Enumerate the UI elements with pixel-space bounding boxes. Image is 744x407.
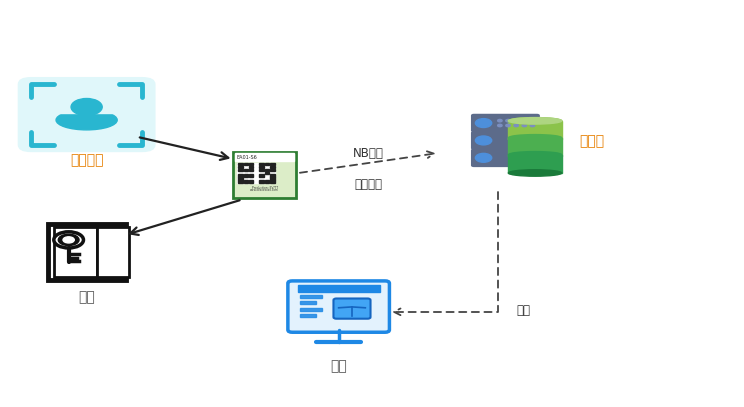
Bar [270, 175, 275, 177]
Bar [243, 163, 248, 165]
Bar [265, 168, 269, 171]
Circle shape [498, 119, 502, 122]
Circle shape [475, 136, 492, 145]
FancyBboxPatch shape [471, 114, 540, 132]
Bar [300, 314, 316, 317]
Bar [248, 175, 254, 177]
FancyBboxPatch shape [288, 281, 389, 332]
Bar [248, 168, 254, 171]
Bar [248, 163, 254, 165]
Bar [48, 94, 124, 113]
Bar [508, 155, 562, 173]
Circle shape [514, 124, 519, 127]
Bar [260, 168, 264, 171]
Text: NB网络: NB网络 [353, 147, 383, 160]
Bar [298, 285, 379, 292]
Bar [260, 180, 264, 183]
FancyBboxPatch shape [233, 152, 296, 199]
Bar [237, 163, 275, 183]
Circle shape [71, 98, 102, 116]
Bar [260, 163, 264, 165]
Circle shape [506, 124, 510, 127]
Text: 门禁: 门禁 [78, 291, 95, 304]
Bar [238, 168, 243, 171]
Ellipse shape [508, 136, 562, 142]
Bar [248, 180, 254, 183]
Bar [265, 180, 269, 183]
Bar [238, 166, 243, 168]
Text: 服务器: 服务器 [580, 134, 605, 148]
Bar [238, 177, 243, 180]
Bar [54, 227, 97, 277]
Text: www.xxxxxxxxx.com: www.xxxxxxxxx.com [250, 188, 279, 193]
Circle shape [475, 153, 492, 162]
Circle shape [63, 237, 74, 243]
Text: 数据备份: 数据备份 [354, 178, 382, 191]
Circle shape [506, 119, 510, 122]
Bar [508, 138, 562, 156]
Bar [243, 180, 248, 183]
Bar [270, 177, 275, 180]
Text: Production: EV/TT: Production: EV/TT [251, 186, 278, 190]
Bar [508, 121, 562, 139]
FancyBboxPatch shape [333, 298, 371, 319]
Bar [270, 180, 275, 183]
Bar [300, 295, 322, 298]
Bar [300, 301, 316, 304]
Bar [260, 166, 264, 168]
Text: 网络: 网络 [516, 304, 530, 317]
FancyBboxPatch shape [471, 131, 540, 150]
Bar [238, 175, 243, 177]
Circle shape [71, 98, 102, 116]
Bar [260, 175, 264, 177]
Circle shape [530, 124, 535, 127]
FancyBboxPatch shape [18, 77, 155, 152]
Bar [243, 175, 248, 177]
Bar [235, 153, 294, 161]
Bar [48, 224, 126, 280]
Circle shape [58, 234, 79, 245]
Bar [270, 168, 275, 171]
Circle shape [54, 232, 83, 248]
Bar [238, 180, 243, 183]
Bar [97, 227, 129, 277]
Ellipse shape [508, 153, 562, 159]
Circle shape [514, 119, 519, 122]
Bar [300, 308, 322, 311]
Bar [265, 163, 269, 165]
Circle shape [475, 118, 492, 127]
Circle shape [522, 119, 527, 122]
Bar [243, 168, 248, 171]
Ellipse shape [508, 151, 562, 158]
Ellipse shape [508, 170, 562, 176]
FancyBboxPatch shape [471, 149, 540, 167]
Text: 人脸识别: 人脸识别 [70, 153, 103, 167]
Bar [238, 163, 243, 165]
Ellipse shape [508, 118, 562, 124]
Text: 平台: 平台 [330, 359, 347, 373]
Ellipse shape [508, 135, 562, 141]
Bar [270, 163, 275, 165]
Bar [270, 166, 275, 168]
Bar [248, 166, 254, 168]
Text: EA01-S6: EA01-S6 [237, 155, 257, 160]
Circle shape [522, 124, 527, 127]
Ellipse shape [508, 118, 562, 124]
Bar [265, 171, 269, 174]
Ellipse shape [56, 110, 118, 130]
Circle shape [498, 124, 502, 127]
Circle shape [530, 119, 535, 122]
